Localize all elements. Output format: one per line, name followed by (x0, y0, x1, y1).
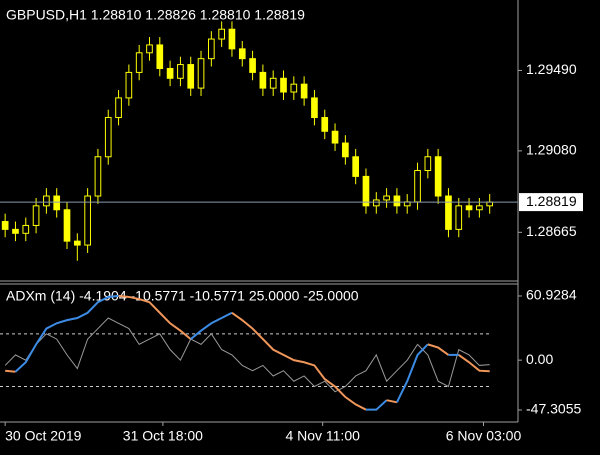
candle-body (280, 77, 287, 93)
candle-body (362, 175, 370, 207)
candle-body (352, 156, 360, 177)
last-price-label: 1.28819 (526, 193, 577, 209)
candle-body (331, 130, 339, 144)
adx-line (458, 354, 490, 373)
y-tick-label: 60.9284 (526, 287, 577, 303)
adx-line (5, 369, 16, 373)
candle-body (290, 83, 298, 93)
adx-line (14, 294, 119, 373)
candle-body (218, 28, 225, 40)
candle-body (269, 77, 277, 89)
y-tick-label: -47.3055 (526, 401, 581, 417)
candle-body (259, 71, 267, 89)
candle-body (228, 28, 236, 50)
adx-line (118, 294, 192, 340)
candle-body (156, 44, 164, 69)
y-tick-label: 1.28665 (526, 223, 577, 239)
candle-body (187, 64, 195, 89)
candle-body (197, 58, 205, 89)
candle-body (146, 44, 153, 54)
candle-body (434, 156, 442, 197)
candle-body (104, 117, 112, 158)
candle-body (372, 199, 380, 207)
candle-body (300, 83, 308, 99)
candle-body (32, 205, 40, 226)
adx-line (190, 311, 233, 340)
candle-body (115, 97, 122, 119)
candle-body (43, 195, 50, 207)
y-tick-label: 1.29490 (526, 61, 577, 77)
candle-body (238, 48, 246, 60)
candle-body (321, 117, 329, 132)
candle-body (208, 38, 215, 60)
x-tick-label: 4 Nov 11:00 (285, 428, 360, 444)
candle-body (249, 58, 256, 73)
candle-body (135, 52, 143, 73)
candle-body (342, 142, 349, 158)
candle-body (125, 71, 133, 99)
y-tick-label: 0.00 (526, 351, 553, 367)
candle-body (22, 224, 30, 234)
candle-body (476, 205, 483, 211)
candle-body (383, 195, 390, 201)
candle-body (486, 201, 494, 207)
candle-body (63, 209, 71, 242)
last-price-box (519, 193, 583, 212)
chart-title: GBPUSD,H1 1.28810 1.28826 1.28810 1.2881… (6, 7, 305, 23)
indicator-title: ADXm (14) -4.1904 -10.5771 -10.5771 25.0… (6, 288, 359, 304)
candle-body (73, 240, 81, 246)
adx-line (396, 343, 429, 403)
adx-line (427, 343, 450, 356)
x-tick-label: 30 Oct 2019 (5, 428, 81, 444)
adx-line (386, 399, 398, 404)
adx-line (231, 311, 367, 411)
candle-body (94, 156, 102, 197)
adx-line (365, 399, 388, 411)
candle-body (414, 170, 421, 203)
candle-body (53, 195, 61, 211)
candle-body (393, 195, 401, 207)
candle-body (177, 64, 184, 79)
x-tick-label: 6 Nov 03:00 (446, 428, 522, 444)
candle-body (12, 228, 19, 234)
x-tick-label: 31 Oct 18:00 (123, 428, 203, 444)
candle-body (445, 195, 452, 230)
candle-body (424, 156, 432, 172)
candle-body (455, 205, 463, 230)
candle-body (311, 97, 318, 119)
candle-body (1, 221, 9, 230)
candle-body (465, 205, 473, 211)
indicator-line (4, 317, 490, 393)
candle-body (166, 67, 174, 79)
candle-body (84, 195, 91, 246)
y-tick-label: 1.29080 (526, 142, 577, 158)
